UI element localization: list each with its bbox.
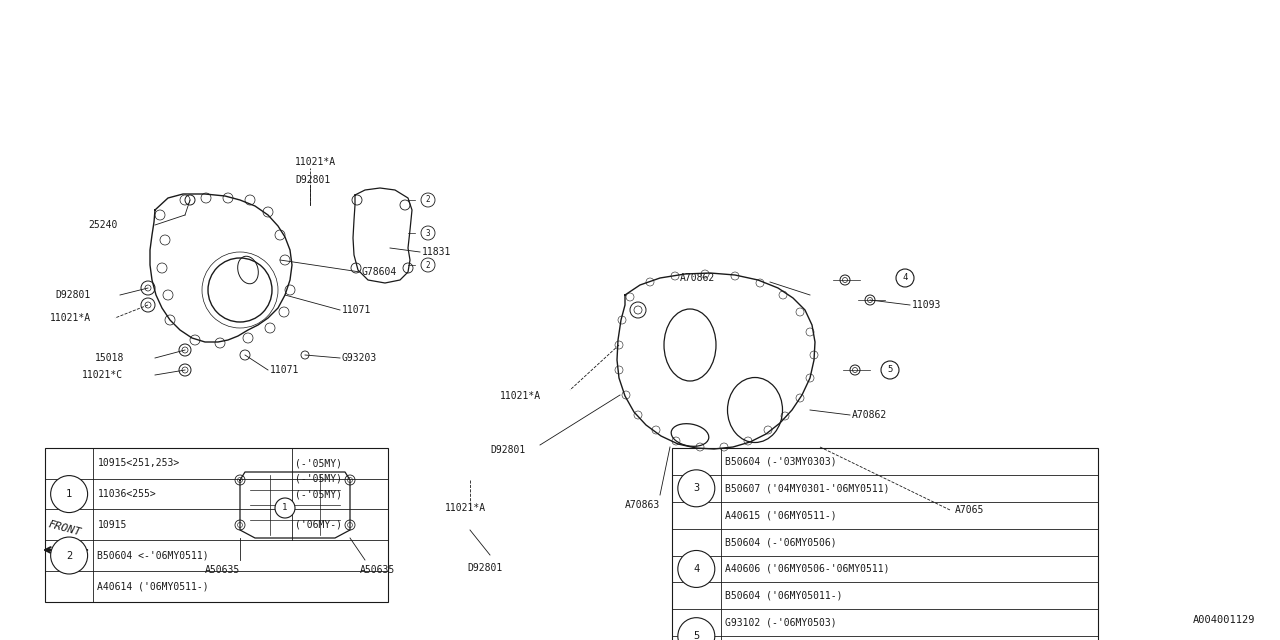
Text: B50604 (-'03MY0303): B50604 (-'03MY0303) [724,456,836,467]
Circle shape [896,269,914,287]
Text: A70862: A70862 [852,410,887,420]
Bar [672,448,1098,640]
Text: 11021*A: 11021*A [50,313,91,323]
Text: A40614 ('06MY0511-): A40614 ('06MY0511-) [97,581,209,591]
Text: 11071: 11071 [342,305,371,315]
Text: (-'05MY): (-'05MY) [294,474,342,484]
Text: 10915: 10915 [97,520,127,530]
Text: A50635: A50635 [360,565,396,575]
Text: G78604: G78604 [362,267,397,277]
Text: A70863: A70863 [625,500,660,510]
Circle shape [678,470,714,507]
Text: A7065: A7065 [955,505,984,515]
Text: D92801: D92801 [55,290,91,300]
Circle shape [421,226,435,240]
Text: 11021*A: 11021*A [500,391,541,401]
Circle shape [51,537,87,574]
Text: 4: 4 [694,564,699,574]
Text: D92801: D92801 [467,563,502,573]
Text: D92801: D92801 [490,445,525,455]
Text: B50604 (-'06MY0506): B50604 (-'06MY0506) [724,537,836,547]
Text: A70862: A70862 [680,273,716,283]
Circle shape [678,618,714,640]
Text: G93102 (-'06MY0503): G93102 (-'06MY0503) [724,618,836,628]
Circle shape [51,476,87,513]
Text: 2: 2 [426,195,430,205]
Text: 1: 1 [283,504,288,513]
Text: 11093: 11093 [911,300,941,310]
Text: 3: 3 [694,483,699,493]
Text: 11036<255>: 11036<255> [97,489,156,499]
Text: D92801: D92801 [294,175,330,185]
Text: 4: 4 [902,273,908,282]
Text: 11021*C: 11021*C [82,370,123,380]
Text: 15018: 15018 [95,353,124,363]
Text: 5: 5 [694,631,699,640]
Text: 1: 1 [67,489,72,499]
Text: 2: 2 [426,260,430,269]
Text: 5: 5 [887,365,892,374]
Text: FRONT: FRONT [47,520,83,538]
Text: B50604 <-'06MY0511): B50604 <-'06MY0511) [97,550,209,561]
Text: 11021*A: 11021*A [294,157,337,167]
Text: 3: 3 [426,228,430,237]
Circle shape [881,361,899,379]
Text: (-'05MY): (-'05MY) [294,489,342,499]
Text: 25240: 25240 [88,220,118,230]
Text: 11021*A: 11021*A [445,503,486,513]
Bar [45,448,388,602]
Circle shape [678,550,714,588]
Text: B50607 ('04MY0301-'06MY0511): B50607 ('04MY0301-'06MY0511) [724,483,890,493]
Text: A004001129: A004001129 [1193,615,1254,625]
Text: B50604 ('06MY05011-): B50604 ('06MY05011-) [724,591,842,601]
Text: G93203: G93203 [342,353,378,363]
Text: 2: 2 [67,550,72,561]
Text: A50635: A50635 [205,565,241,575]
Circle shape [421,258,435,272]
Text: 11071: 11071 [270,365,300,375]
Text: 11831: 11831 [422,247,452,257]
Text: ('06MY-): ('06MY-) [294,520,342,530]
Text: A40615 ('06MY0511-): A40615 ('06MY0511-) [724,510,836,520]
Circle shape [275,498,294,518]
Text: A40606 ('06MY0506-'06MY0511): A40606 ('06MY0506-'06MY0511) [724,564,890,574]
Circle shape [421,193,435,207]
Text: 10915<251,253>: 10915<251,253> [97,458,179,468]
Text: (-'05MY): (-'05MY) [294,458,342,468]
